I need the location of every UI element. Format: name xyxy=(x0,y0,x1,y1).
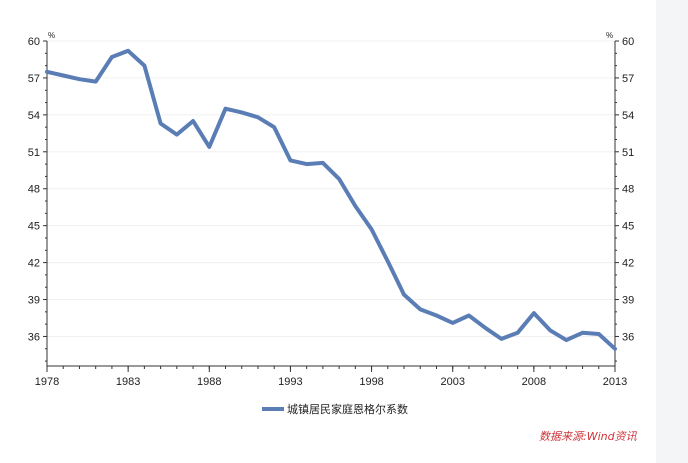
data-point-2005 xyxy=(483,326,487,330)
data-point-1990 xyxy=(240,110,244,114)
data-point-2000 xyxy=(402,293,406,297)
right-y-tick-label-51: 51 xyxy=(622,147,634,159)
data-point-1980 xyxy=(78,77,81,81)
data-point-1983 xyxy=(126,49,130,53)
legend-label: 城镇居民家庭恩格尔系数 xyxy=(287,402,408,416)
left-y-unit-label: % xyxy=(48,31,55,40)
x-tick-label-1978: 1978 xyxy=(35,376,59,388)
data-point-1995 xyxy=(321,161,325,165)
x-tick-label-2008: 2008 xyxy=(522,376,546,388)
left-y-tick-label-60: 60 xyxy=(28,36,40,48)
data-point-2013 xyxy=(613,347,617,351)
right-y-tick-label-36: 36 xyxy=(622,331,634,343)
data-point-2009 xyxy=(548,328,552,332)
data-point-1987 xyxy=(191,119,195,123)
left-y-tick-label-45: 45 xyxy=(28,221,40,233)
right-y-tick-label-54: 54 xyxy=(622,110,634,122)
data-point-2002 xyxy=(435,314,438,317)
x-tick-label-2013: 2013 xyxy=(603,376,627,388)
x-tick-label-2003: 2003 xyxy=(440,376,464,388)
right-y-tick-label-60: 60 xyxy=(622,36,634,48)
right-y-tick-label-39: 39 xyxy=(622,295,634,307)
page-margin-band xyxy=(656,0,688,463)
data-point-2008 xyxy=(532,311,536,315)
data-point-1978 xyxy=(45,70,49,74)
data-point-1993 xyxy=(288,158,292,162)
right-y-tick-label-57: 57 xyxy=(622,73,634,85)
data-point-2011 xyxy=(581,331,584,335)
data-point-1988 xyxy=(207,145,211,149)
left-y-tick-label-42: 42 xyxy=(28,258,40,270)
right-y-tick-label-45: 45 xyxy=(622,221,634,233)
left-y-tick-label-39: 39 xyxy=(28,295,40,307)
data-point-1992 xyxy=(272,125,276,129)
data-point-2003 xyxy=(451,321,455,325)
tick-labels: 36 36 39 39 42 42 45 45 48 48 51 51 54 54 57 57 60 60 1978… xyxy=(28,36,635,388)
left-y-tick-label-48: 48 xyxy=(28,184,40,196)
axes xyxy=(43,40,619,372)
data-point-1989 xyxy=(224,107,227,111)
data-point-1997 xyxy=(353,204,357,208)
series-line-0 xyxy=(45,48,617,351)
series-layer xyxy=(45,48,617,351)
right-y-tick-label-48: 48 xyxy=(622,184,634,196)
data-point-1982 xyxy=(110,55,114,59)
data-point-1999 xyxy=(386,259,390,263)
x-tick-label-1983: 1983 xyxy=(116,376,140,388)
gridlines xyxy=(47,40,615,337)
x-tick-label-1988: 1988 xyxy=(197,376,221,388)
data-point-2012 xyxy=(597,332,601,336)
data-point-1986 xyxy=(175,133,179,137)
data-point-2010 xyxy=(564,338,568,342)
right-y-unit-label: % xyxy=(606,31,613,40)
data-point-1994 xyxy=(305,162,309,166)
data-point-1981 xyxy=(94,80,98,84)
x-tick-label-1998: 1998 xyxy=(359,376,383,388)
left-y-tick-label-51: 51 xyxy=(28,147,40,159)
left-y-tick-label-54: 54 xyxy=(28,110,40,122)
left-y-tick-label-36: 36 xyxy=(28,331,40,343)
data-point-2004 xyxy=(467,314,471,317)
data-point-2007 xyxy=(516,331,520,335)
left-y-tick-label-57: 57 xyxy=(28,73,40,85)
data-point-2001 xyxy=(418,307,422,311)
data-point-1991 xyxy=(256,115,260,119)
x-tick-label-1993: 1993 xyxy=(278,376,302,388)
data-point-2006 xyxy=(499,337,503,341)
right-y-tick-label-42: 42 xyxy=(622,258,634,270)
data-point-1984 xyxy=(142,64,146,68)
source-note: 数据来源:Wind资讯 xyxy=(539,430,638,443)
data-point-1985 xyxy=(159,122,163,125)
data-point-1979 xyxy=(61,74,65,77)
data-point-1998 xyxy=(370,227,374,231)
legend: 城镇居民家庭恩格尔系数 xyxy=(262,402,408,416)
data-point-1996 xyxy=(337,177,341,181)
